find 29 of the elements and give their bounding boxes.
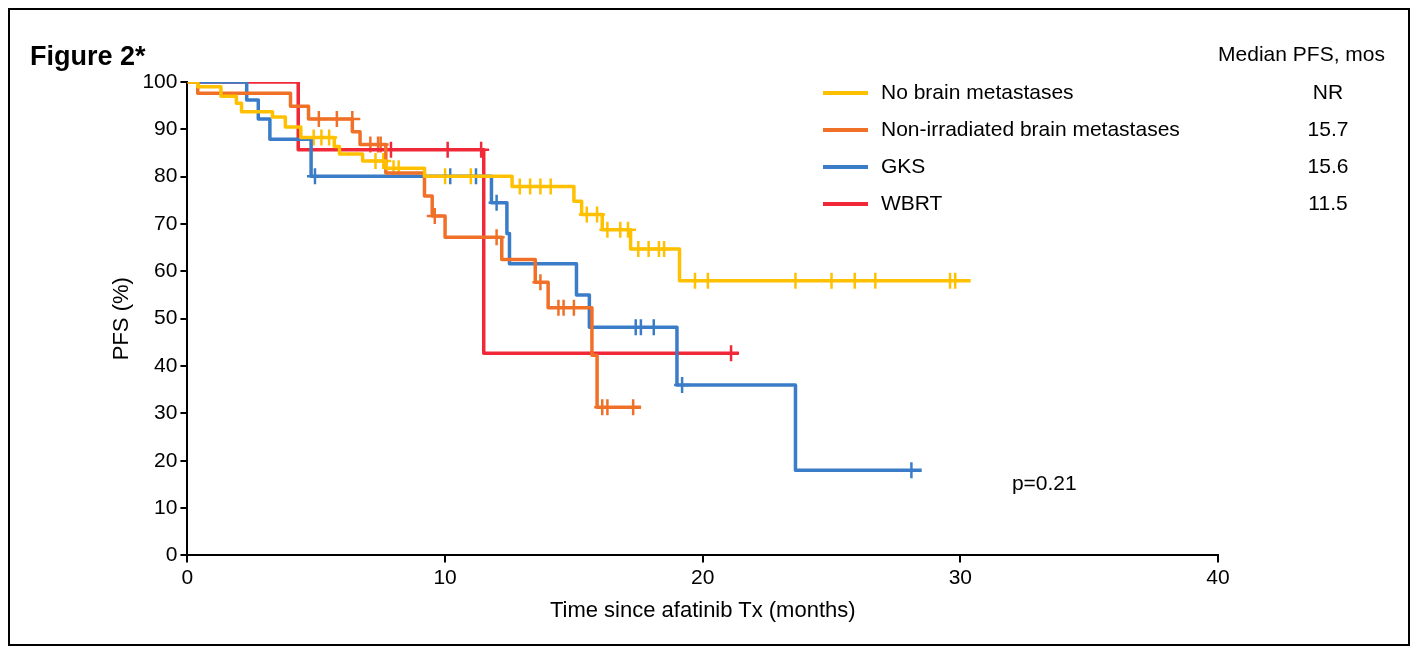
x-axis-title: Time since afatinib Tx (months) — [549, 596, 856, 622]
y-tick-label: 60 — [154, 258, 178, 282]
x-tick-label: 30 — [948, 564, 973, 588]
legend-label: Non-irradiated brain metastases — [881, 116, 1180, 140]
annotation: p=0.21 — [1011, 471, 1077, 495]
y-tick-label: 30 — [154, 400, 178, 424]
y-tick-label: 20 — [154, 447, 178, 471]
y-tick-label: 100 — [142, 68, 178, 92]
y-tick-label: 90 — [154, 116, 178, 140]
x-tick-label: 20 — [691, 564, 715, 588]
chart-title: Figure 2* — [30, 40, 147, 71]
text: 11.5 — [1308, 190, 1348, 214]
text: 15.6 — [1307, 153, 1349, 177]
legend-label: GKS — [881, 153, 926, 177]
y-tick-label: 10 — [154, 494, 178, 518]
y-tick-label: 40 — [154, 352, 178, 376]
y-tick-label: 50 — [154, 305, 178, 329]
y-tick-label: 70 — [154, 210, 178, 234]
y-axis-title: PFS (%) — [108, 277, 134, 361]
text: NR — [1312, 79, 1344, 103]
text: 15.7 — [1307, 116, 1349, 140]
y-tick-label: 80 — [154, 163, 178, 187]
legend-title: Median PFS, mos — [1218, 41, 1385, 65]
y-tick-label: 0 — [165, 542, 178, 566]
x-tick-label: 0 — [181, 564, 194, 588]
x-tick-label: 10 — [433, 564, 457, 588]
x-tick-label: 40 — [1206, 564, 1230, 588]
legend-label: WBRT — [881, 190, 943, 214]
legend-label: No brain metastases — [881, 79, 1074, 103]
